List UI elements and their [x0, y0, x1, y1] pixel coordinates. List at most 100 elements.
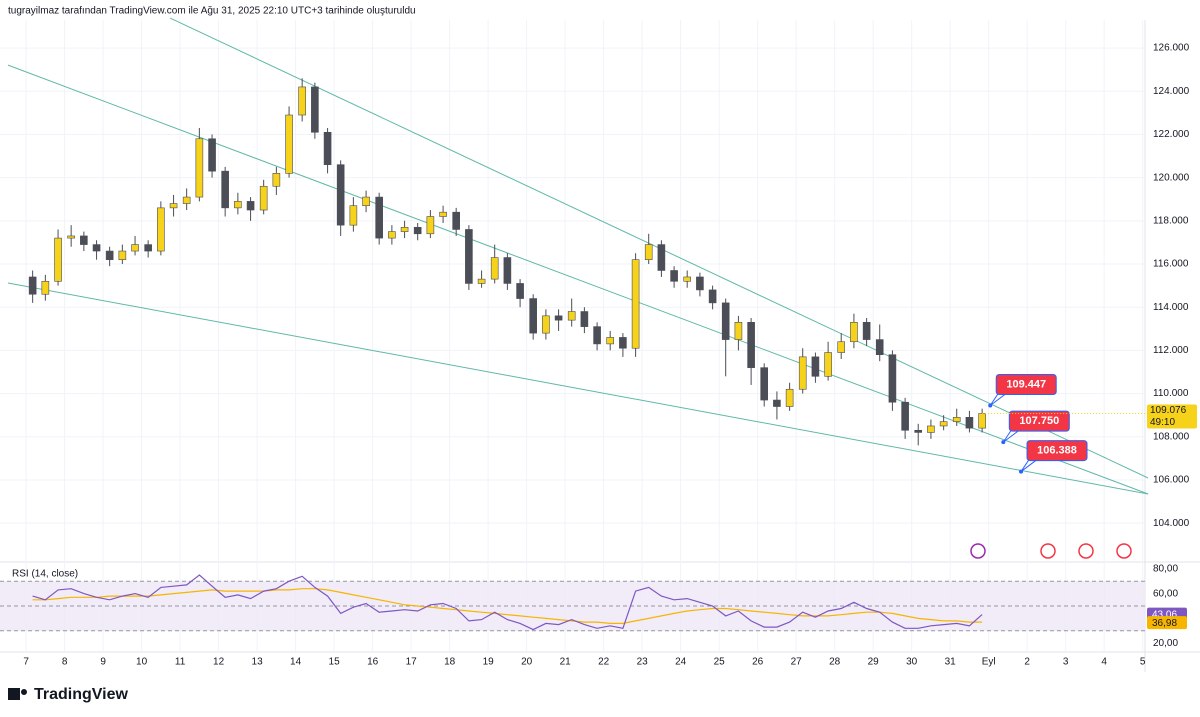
candle-body [336, 164, 345, 226]
callout-box [1008, 410, 1070, 432]
candle-body [824, 352, 832, 377]
candle-body [388, 231, 396, 239]
x-tick-label: 20 [521, 657, 533, 668]
candle-body [118, 250, 127, 260]
candle-body [465, 229, 473, 284]
candle-body [41, 280, 50, 295]
candle-body [580, 311, 589, 327]
x-tick-label: 13 [252, 657, 264, 668]
x-tick-label: 19 [483, 657, 495, 668]
x-tick-label: 12 [213, 657, 225, 668]
x-tick-label: 27 [791, 657, 803, 668]
y-tick-label: 122.000 [1153, 129, 1190, 140]
y-tick-label: 126.000 [1153, 43, 1190, 54]
brand: TradingView [34, 686, 129, 703]
candle-body [773, 399, 781, 407]
candle-body [131, 244, 139, 252]
candle-body [54, 237, 62, 282]
candle-body [567, 311, 576, 321]
candle-body [837, 341, 846, 353]
candle-body [375, 196, 383, 239]
countdown: 49:10 [1150, 417, 1175, 428]
event-icon [1116, 543, 1132, 559]
rsi-ma-line [32, 588, 983, 624]
candle-body [696, 276, 704, 291]
candle-body [850, 322, 858, 343]
brand-logo: TradingView [8, 686, 129, 703]
last-price-box [1147, 404, 1197, 429]
x-tick-label: 25 [714, 657, 726, 668]
candle-body [875, 339, 884, 356]
candle-body [169, 203, 178, 209]
x-tick-label: 4 [1101, 657, 1107, 668]
x-tick-label: 23 [637, 657, 649, 668]
candle-body [914, 429, 923, 433]
candle-body [683, 276, 691, 282]
candle-body [234, 201, 242, 209]
candle-body [246, 201, 255, 211]
logo-mark [8, 688, 20, 700]
candle-body [503, 257, 512, 284]
x-tick-label: 16 [367, 657, 379, 668]
x-tick-label: 17 [406, 657, 418, 668]
candle-body [978, 413, 986, 429]
candle-body [477, 278, 486, 284]
x-tick-label: 5 [1140, 657, 1146, 668]
x-tick-label: 15 [329, 657, 341, 668]
candle-body [182, 196, 191, 204]
y-tick-label: 116.000 [1153, 259, 1189, 270]
candle-body [593, 326, 601, 345]
candle-body [67, 235, 75, 239]
candle-body [952, 417, 961, 422]
candle-body [272, 173, 281, 187]
x-tick-label: Eyl [982, 657, 996, 668]
candle-body [285, 114, 293, 174]
candle-body [747, 322, 755, 368]
callout-box [995, 374, 1057, 396]
callout-label: 106.388 [1037, 444, 1077, 456]
candle-body [721, 302, 730, 340]
candle-body [862, 322, 871, 340]
callout-box [1026, 440, 1088, 462]
x-tick-label: 21 [560, 657, 572, 668]
candle-body [644, 244, 653, 260]
x-tick-label: 3 [1063, 657, 1069, 668]
candle-body [400, 226, 409, 232]
candle-body [221, 170, 229, 209]
trendline [7, 64, 1149, 495]
candle-body [785, 388, 794, 407]
x-tick-label: 31 [945, 657, 957, 668]
x-tick-label: 28 [829, 657, 841, 668]
candle-body [734, 322, 743, 340]
x-tick-label: 18 [444, 657, 456, 668]
candle-body [619, 337, 627, 349]
rsi-tick-label: 60,00 [1153, 588, 1178, 599]
candle-body [965, 417, 974, 429]
candle-body [439, 211, 447, 217]
candle-body [92, 244, 101, 252]
candle-body [760, 367, 769, 401]
candle-body [516, 283, 524, 299]
candle-body [927, 425, 935, 433]
rsi-ma-box [1147, 616, 1187, 630]
x-tick-label: 26 [752, 657, 764, 668]
candle-body [80, 235, 88, 245]
logo-mark [21, 689, 27, 695]
candle-body [413, 226, 422, 235]
event-icon [970, 543, 986, 559]
candle-body [28, 276, 37, 295]
trendline [7, 282, 1149, 495]
candle-body [452, 211, 460, 230]
rsi-value-label: 43,06 [1152, 609, 1177, 620]
rsi-legend: RSI (14, close) [12, 569, 78, 580]
candle-body [311, 86, 319, 133]
candle-body [798, 356, 807, 390]
x-tick-label: 10 [136, 657, 148, 668]
candle-body [426, 216, 435, 235]
callout-label: 107.750 [1019, 415, 1059, 427]
y-tick-label: 110.000 [1153, 388, 1189, 399]
candle-body [323, 131, 332, 165]
candle-body [259, 185, 268, 211]
y-tick-label: 106.000 [1153, 475, 1190, 486]
